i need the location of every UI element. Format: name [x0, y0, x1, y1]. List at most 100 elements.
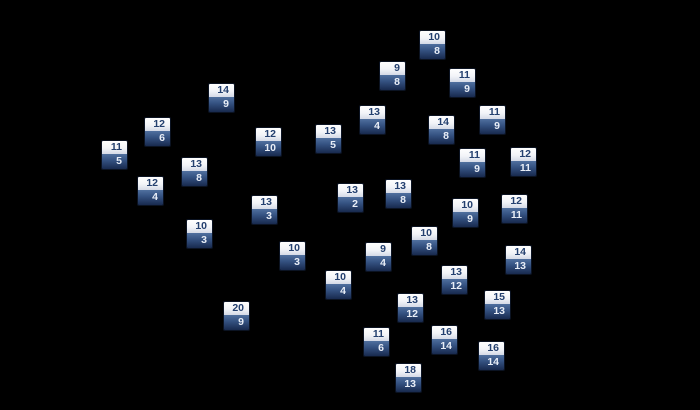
unit-counter[interactable]: 13 4 [360, 106, 385, 134]
unit-top-value: 13 [442, 266, 467, 279]
unit-top-value: 12 [138, 177, 163, 190]
unit-top-value: 16 [479, 342, 504, 355]
unit-bottom-value: 2 [338, 197, 363, 212]
unit-counter[interactable]: 10 3 [280, 242, 305, 270]
unit-bottom-value: 3 [252, 209, 277, 224]
unit-top-value: 11 [460, 149, 485, 162]
unit-top-value: 14 [209, 84, 234, 97]
unit-top-value: 10 [326, 271, 351, 284]
unit-bottom-value: 4 [360, 119, 385, 134]
unit-bottom-value: 13 [506, 259, 531, 274]
unit-bottom-value: 4 [326, 284, 351, 299]
unit-counter[interactable]: 13 3 [252, 196, 277, 224]
unit-counter[interactable]: 14 8 [429, 116, 454, 144]
unit-top-value: 13 [360, 106, 385, 119]
unit-top-value: 10 [420, 31, 445, 44]
unit-bottom-value: 9 [450, 82, 475, 97]
unit-top-value: 13 [398, 294, 423, 307]
unit-top-value: 11 [450, 69, 475, 82]
unit-counter[interactable]: 11 9 [450, 69, 475, 97]
unit-top-value: 15 [485, 291, 510, 304]
unit-top-value: 12 [511, 148, 536, 161]
unit-top-value: 10 [280, 242, 305, 255]
unit-counter[interactable]: 20 9 [224, 302, 249, 330]
unit-top-value: 9 [366, 243, 391, 256]
unit-top-value: 18 [396, 364, 421, 377]
unit-counter[interactable]: 15 13 [485, 291, 510, 319]
unit-counter[interactable]: 10 9 [453, 199, 478, 227]
unit-top-value: 14 [429, 116, 454, 129]
unit-counter[interactable]: 11 6 [364, 328, 389, 356]
unit-top-value: 12 [502, 195, 527, 208]
unit-bottom-value: 9 [480, 119, 505, 134]
unit-counter[interactable]: 11 9 [480, 106, 505, 134]
unit-counter[interactable]: 12 10 [256, 128, 281, 156]
unit-counter[interactable]: 13 12 [398, 294, 423, 322]
unit-counter[interactable]: 13 8 [182, 158, 207, 186]
unit-counter[interactable]: 14 9 [209, 84, 234, 112]
unit-counter[interactable]: 12 4 [138, 177, 163, 205]
unit-top-value: 16 [432, 326, 457, 339]
unit-counter[interactable]: 13 8 [386, 180, 411, 208]
unit-counter[interactable]: 12 6 [145, 118, 170, 146]
unit-bottom-value: 13 [485, 304, 510, 319]
unit-bottom-value: 9 [453, 212, 478, 227]
unit-bottom-value: 8 [420, 44, 445, 59]
unit-top-value: 13 [386, 180, 411, 193]
unit-counter[interactable]: 9 4 [366, 243, 391, 271]
unit-top-value: 9 [380, 62, 405, 75]
unit-top-value: 11 [102, 141, 127, 154]
unit-bottom-value: 12 [398, 307, 423, 322]
unit-top-value: 20 [224, 302, 249, 315]
unit-top-value: 11 [480, 106, 505, 119]
unit-bottom-value: 5 [102, 154, 127, 169]
unit-bottom-value: 4 [366, 256, 391, 271]
unit-counter[interactable]: 13 12 [442, 266, 467, 294]
unit-bottom-value: 9 [460, 162, 485, 177]
unit-top-value: 10 [453, 199, 478, 212]
unit-counter[interactable]: 14 13 [506, 246, 531, 274]
unit-bottom-value: 14 [479, 355, 504, 370]
unit-bottom-value: 6 [364, 341, 389, 356]
unit-top-value: 13 [338, 184, 363, 197]
unit-counter[interactable]: 16 14 [432, 326, 457, 354]
unit-top-value: 12 [145, 118, 170, 131]
unit-counter[interactable]: 12 11 [511, 148, 536, 176]
unit-bottom-value: 3 [280, 255, 305, 270]
unit-counter[interactable]: 10 8 [420, 31, 445, 59]
unit-counter[interactable]: 11 5 [102, 141, 127, 169]
unit-bottom-value: 8 [429, 129, 454, 144]
unit-counter[interactable]: 10 3 [187, 220, 212, 248]
unit-top-value: 14 [506, 246, 531, 259]
unit-bottom-value: 8 [380, 75, 405, 90]
unit-counter[interactable]: 13 5 [316, 125, 341, 153]
unit-counter[interactable]: 18 13 [396, 364, 421, 392]
unit-counter[interactable]: 16 14 [479, 342, 504, 370]
unit-counter[interactable]: 12 11 [502, 195, 527, 223]
unit-top-value: 13 [182, 158, 207, 171]
unit-bottom-value: 8 [182, 171, 207, 186]
unit-bottom-value: 9 [224, 315, 249, 330]
unit-top-value: 12 [256, 128, 281, 141]
unit-bottom-value: 8 [412, 240, 437, 255]
unit-bottom-value: 14 [432, 339, 457, 354]
unit-bottom-value: 6 [145, 131, 170, 146]
unit-bottom-value: 11 [511, 161, 536, 176]
unit-bottom-value: 13 [396, 377, 421, 392]
unit-bottom-value: 12 [442, 279, 467, 294]
unit-bottom-value: 11 [502, 208, 527, 223]
unit-counter[interactable]: 10 8 [412, 227, 437, 255]
unit-top-value: 10 [412, 227, 437, 240]
unit-bottom-value: 10 [256, 141, 281, 156]
unit-counter[interactable]: 13 2 [338, 184, 363, 212]
unit-counter[interactable]: 10 4 [326, 271, 351, 299]
unit-top-value: 11 [364, 328, 389, 341]
unit-top-value: 13 [252, 196, 277, 209]
unit-bottom-value: 9 [209, 97, 234, 112]
unit-bottom-value: 5 [316, 138, 341, 153]
unit-counter[interactable]: 9 8 [380, 62, 405, 90]
unit-bottom-value: 3 [187, 233, 212, 248]
unit-counter[interactable]: 11 9 [460, 149, 485, 177]
unit-bottom-value: 8 [386, 193, 411, 208]
